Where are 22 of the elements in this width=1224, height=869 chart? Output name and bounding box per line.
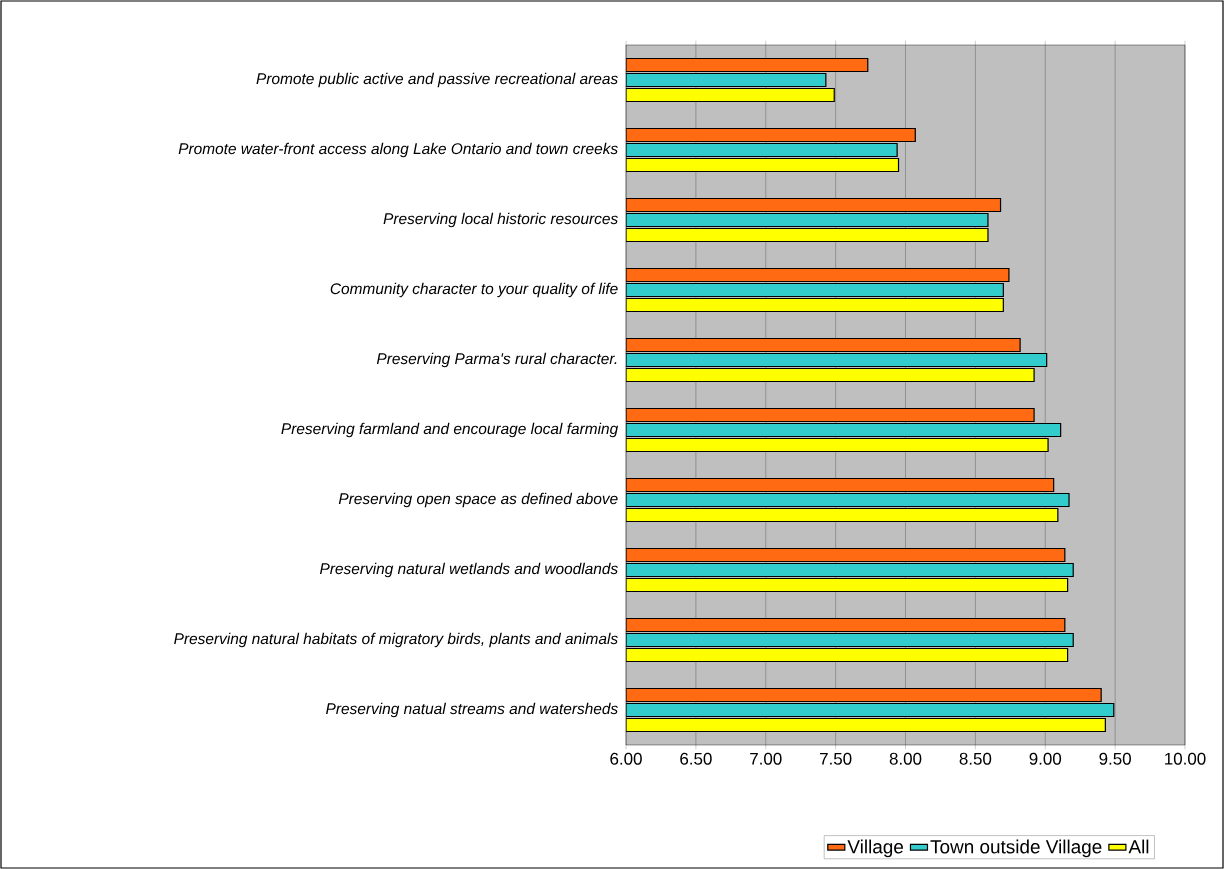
y-tick-label: Preserving natual streams and watersheds xyxy=(326,702,618,718)
y-tick-label: Community character to your quality of life xyxy=(330,282,618,298)
legend-label: Town outside Village xyxy=(930,839,1102,858)
y-tick-label: Preserving natural habitats of migratory birds, plants and animals xyxy=(174,632,618,648)
x-tick-label: 6.50 xyxy=(680,752,712,765)
y-tick-label: Preserving local historic resources xyxy=(383,212,618,228)
x-tick-label: 8.50 xyxy=(959,752,992,765)
legend-label: All xyxy=(1128,839,1149,854)
x-tick-label: 9.50 xyxy=(1099,752,1131,765)
x-tick-label: 10.00 xyxy=(1165,752,1206,765)
x-tick-label: 8.00 xyxy=(889,752,922,765)
legend-label: Village xyxy=(847,839,904,858)
y-tick-label: Preserving farmland and encourage local farming xyxy=(281,422,619,438)
y-tick-label: Promote public active and passive recreational areas xyxy=(256,72,618,88)
x-tick-label: 7.00 xyxy=(750,752,782,765)
x-tick-label: 7.50 xyxy=(820,752,852,765)
y-tick-label: Preserving open space as defined above xyxy=(338,492,618,508)
y-tick-label: Preserving Parma's rural character. xyxy=(376,352,617,368)
y-tick-label: Promote water-front access along Lake Ontario and town creeks xyxy=(178,142,618,158)
x-tick-label: 9.00 xyxy=(1029,752,1062,765)
y-tick-label: Preserving natural wetlands and woodlands xyxy=(319,562,618,578)
x-tick-label: 6.00 xyxy=(610,752,642,765)
